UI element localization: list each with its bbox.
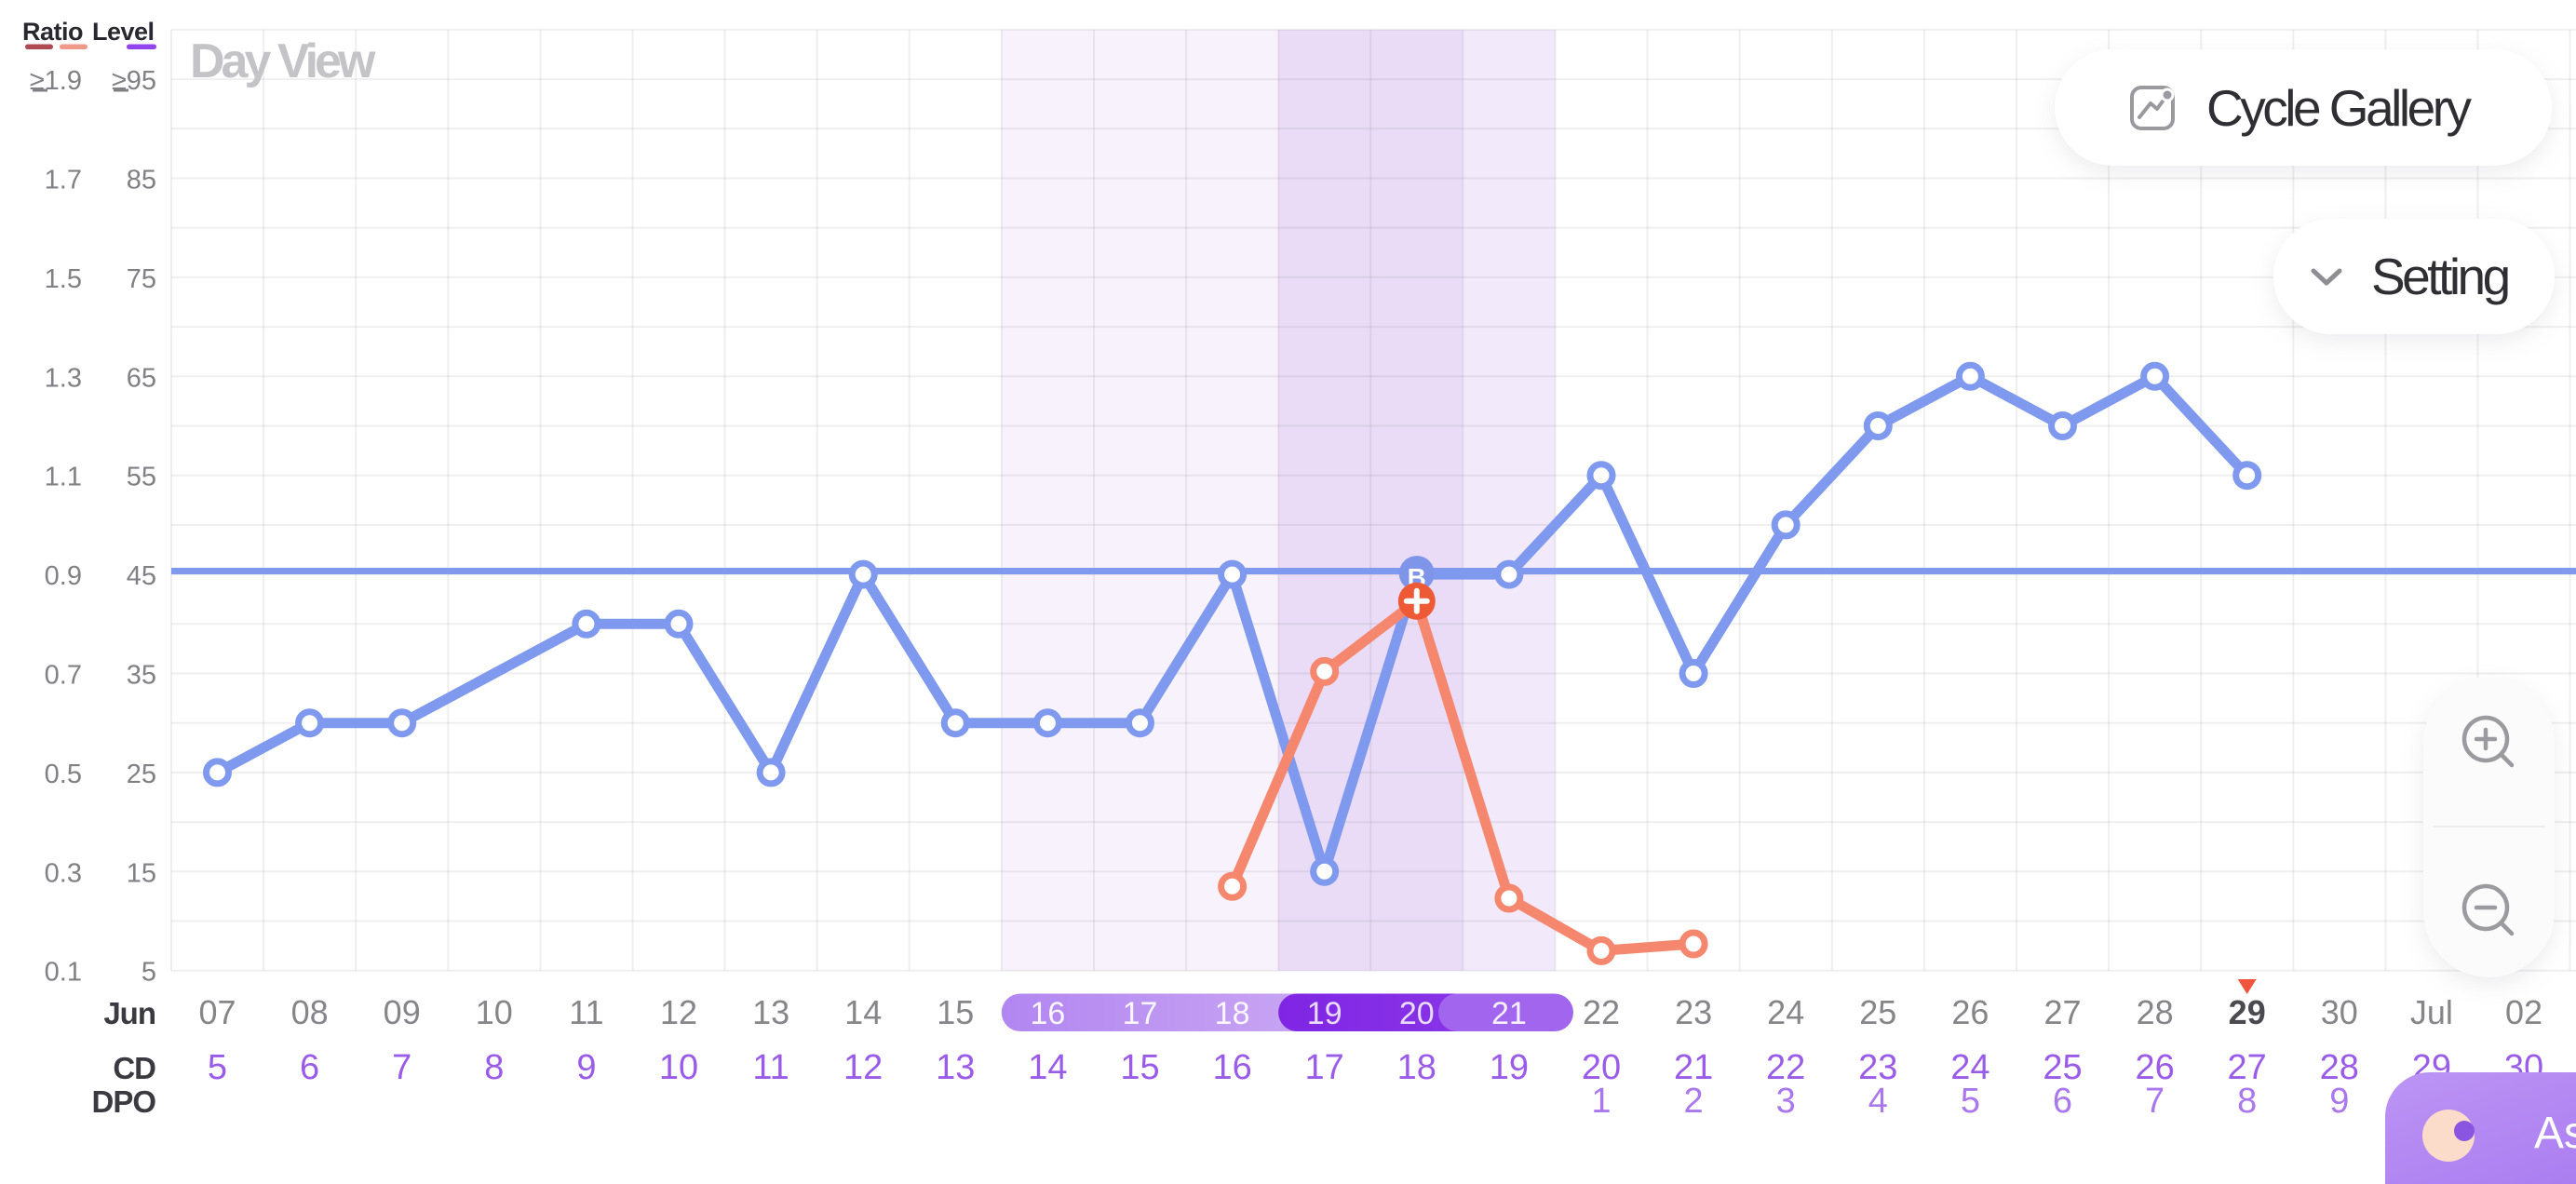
svg-text:19: 19 <box>1490 1048 1529 1087</box>
svg-text:26: 26 <box>2135 1048 2174 1087</box>
svg-text:18: 18 <box>1397 1048 1436 1087</box>
svg-text:65: 65 <box>127 363 156 393</box>
svg-text:1: 1 <box>1591 1082 1611 1121</box>
svg-text:75: 75 <box>127 264 156 294</box>
svg-text:16: 16 <box>1030 996 1065 1031</box>
svg-text:9: 9 <box>576 1048 596 1087</box>
svg-text:0.3: 0.3 <box>45 858 82 888</box>
svg-text:Ratio: Ratio <box>22 18 83 46</box>
svg-text:19: 19 <box>1307 996 1342 1031</box>
svg-text:25: 25 <box>2043 1048 2082 1087</box>
svg-text:28: 28 <box>2320 1048 2359 1087</box>
svg-text:5: 5 <box>208 1048 227 1087</box>
svg-text:27: 27 <box>2228 1048 2267 1087</box>
svg-text:11: 11 <box>752 1048 789 1087</box>
svg-text:11: 11 <box>569 993 603 1031</box>
svg-text:0.7: 0.7 <box>45 661 82 691</box>
svg-text:02: 02 <box>2505 993 2542 1031</box>
svg-text:5: 5 <box>142 958 156 988</box>
svg-text:13: 13 <box>752 993 789 1031</box>
svg-text:22: 22 <box>1583 993 1620 1031</box>
svg-text:4: 4 <box>1868 1082 1888 1121</box>
svg-text:09: 09 <box>384 993 421 1031</box>
svg-text:17: 17 <box>1123 996 1158 1031</box>
svg-text:Day View: Day View <box>190 34 376 88</box>
svg-text:DPO: DPO <box>91 1084 155 1119</box>
svg-text:2: 2 <box>1684 1082 1704 1121</box>
svg-text:07: 07 <box>198 993 236 1031</box>
svg-text:8: 8 <box>484 1048 504 1087</box>
svg-text:08: 08 <box>291 993 329 1031</box>
svg-text:0.9: 0.9 <box>45 561 82 591</box>
svg-text:1.7: 1.7 <box>45 166 82 195</box>
svg-text:27: 27 <box>2043 993 2081 1031</box>
svg-text:Level: Level <box>92 18 155 46</box>
svg-text:8: 8 <box>2237 1082 2257 1121</box>
svg-text:30: 30 <box>2321 993 2358 1031</box>
svg-text:10: 10 <box>476 993 513 1031</box>
svg-text:12: 12 <box>660 993 697 1031</box>
svg-text:6: 6 <box>2053 1082 2072 1121</box>
svg-text:24: 24 <box>1767 993 1804 1031</box>
svg-text:21: 21 <box>1674 1048 1713 1087</box>
svg-text:14: 14 <box>1028 1048 1067 1087</box>
svg-text:1.3: 1.3 <box>45 363 82 393</box>
svg-text:12: 12 <box>843 1048 883 1087</box>
svg-text:18: 18 <box>1215 996 1250 1031</box>
svg-text:29: 29 <box>2229 993 2266 1031</box>
svg-text:1.1: 1.1 <box>45 463 82 492</box>
svg-text:15: 15 <box>937 993 974 1031</box>
svg-text:20: 20 <box>1399 996 1435 1031</box>
svg-text:16: 16 <box>1212 1048 1251 1087</box>
svg-text:5: 5 <box>1961 1082 1980 1121</box>
svg-text:85: 85 <box>127 166 156 195</box>
svg-text:20: 20 <box>1582 1048 1621 1087</box>
svg-text:14: 14 <box>844 993 882 1031</box>
svg-text:CD: CD <box>113 1051 155 1085</box>
svg-text:0.1: 0.1 <box>45 958 82 988</box>
svg-text:21: 21 <box>1491 996 1527 1031</box>
svg-text:15: 15 <box>1120 1048 1159 1087</box>
svg-text:17: 17 <box>1305 1048 1344 1087</box>
svg-text:24: 24 <box>1950 1048 1989 1087</box>
svg-text:28: 28 <box>2137 993 2174 1031</box>
svg-text:1.5: 1.5 <box>45 264 82 294</box>
svg-text:23: 23 <box>1675 993 1712 1031</box>
svg-text:35: 35 <box>127 661 156 691</box>
svg-text:55: 55 <box>127 463 156 492</box>
svg-text:26: 26 <box>1951 993 1989 1031</box>
svg-text:0.5: 0.5 <box>45 760 82 789</box>
svg-text:7: 7 <box>2145 1082 2165 1121</box>
svg-text:15: 15 <box>127 858 156 888</box>
svg-text:6: 6 <box>300 1048 319 1087</box>
svg-text:25: 25 <box>127 760 156 789</box>
svg-text:10: 10 <box>659 1048 698 1087</box>
svg-text:7: 7 <box>392 1048 411 1087</box>
svg-text:45: 45 <box>127 561 156 591</box>
svg-text:13: 13 <box>936 1048 975 1087</box>
svg-text:23: 23 <box>1858 1048 1897 1087</box>
svg-text:Jun: Jun <box>103 996 155 1030</box>
svg-text:3: 3 <box>1776 1082 1796 1121</box>
svg-text:22: 22 <box>1766 1048 1805 1087</box>
svg-text:25: 25 <box>1859 993 1896 1031</box>
svg-text:9: 9 <box>2329 1082 2349 1121</box>
svg-text:Jul: Jul <box>2410 993 2453 1031</box>
